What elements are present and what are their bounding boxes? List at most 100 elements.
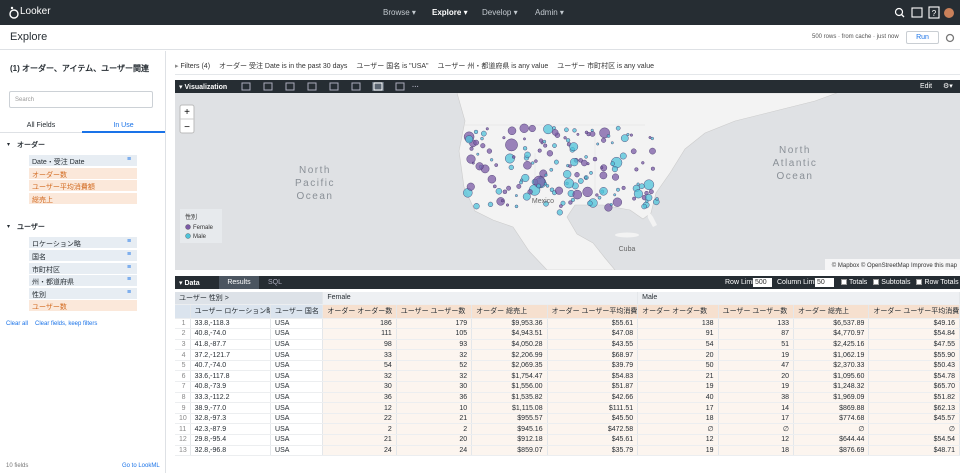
filter-icon[interactable]: ≡ xyxy=(127,156,132,163)
group-toggle: ▾ xyxy=(7,142,11,148)
cell: 32 xyxy=(322,370,397,383)
field[interactable]: ロケーション略 xyxy=(29,237,137,249)
cell: 19 xyxy=(718,349,795,361)
attribution[interactable]: © Mapbox © OpenStreetMap Improve this ma… xyxy=(832,262,958,269)
cell: USA xyxy=(270,370,324,383)
cell: 24 xyxy=(322,445,397,457)
cell: 38 xyxy=(718,392,795,404)
map-point xyxy=(564,127,569,133)
zoom-control[interactable]: +− xyxy=(179,104,195,134)
map-point xyxy=(487,174,497,184)
results-tab[interactable]: Results xyxy=(219,276,259,289)
cell: $51.82 xyxy=(868,392,960,404)
map-point xyxy=(599,171,608,180)
filter-icon[interactable]: ≡ xyxy=(127,276,132,284)
field[interactable]: ユーザー数 xyxy=(29,300,137,312)
data-row: 5 40.7,-74.0 USA 54 52 $2,069.35 $39.79 50 47 $2,… xyxy=(175,360,960,372)
viz-type-icons[interactable]: ··· xyxy=(240,82,425,91)
map-point xyxy=(555,186,564,195)
field-tab[interactable]: In Use xyxy=(82,117,165,133)
field[interactable]: 州・都道府県 xyxy=(29,275,137,287)
filter-icon[interactable]: ≡ xyxy=(127,263,132,271)
map-point xyxy=(543,182,548,186)
cell: $42.66 xyxy=(547,392,639,404)
pivot-value: Male xyxy=(637,292,960,305)
measure-header[interactable]: オーダー ユーザー平均消費額 xyxy=(547,304,639,319)
place-label: Cuba xyxy=(619,246,636,253)
map-point xyxy=(500,199,504,203)
row-number: 8 xyxy=(175,392,191,404)
cell: 37.2,-121.7 xyxy=(190,349,272,361)
run-button[interactable]: Run xyxy=(906,31,939,44)
cell: $2,069.35 xyxy=(471,360,548,372)
settings-icon[interactable] xyxy=(945,33,955,43)
map-point xyxy=(610,141,614,145)
map-point xyxy=(545,184,550,188)
sql-tab[interactable]: SQL xyxy=(268,279,283,286)
map-point xyxy=(655,197,659,201)
field[interactable]: オーダー数 xyxy=(29,167,137,179)
group-name[interactable]: ユーザー xyxy=(17,224,45,232)
checkbox[interactable] xyxy=(873,279,880,286)
cell: $54.54 xyxy=(868,434,960,446)
clear-all[interactable]: Clear all xyxy=(6,321,29,327)
map-point xyxy=(527,189,533,195)
group-name[interactable]: オーダー xyxy=(17,142,45,149)
nav-item[interactable]: Develop ▾ xyxy=(482,8,518,17)
map-point xyxy=(506,203,510,207)
cell: $1,248.32 xyxy=(793,381,870,393)
lookml-link[interactable]: Go to LookML xyxy=(122,463,160,469)
field-tab[interactable]: All Fields xyxy=(0,117,82,133)
field[interactable]: 市町村区 xyxy=(29,262,137,274)
nav-item[interactable]: Explore ▾ xyxy=(432,8,468,17)
cell: $54.78 xyxy=(868,370,960,383)
dimension-header[interactable]: ユーザー ロケーション略 xyxy=(190,304,272,319)
cell: $4,770.97 xyxy=(793,328,870,340)
filter-chip[interactable]: ユーザー 州・都道府県 is any value xyxy=(437,63,549,70)
data-bar: ▾ Data Results SQL Row Limit 500 Column … xyxy=(175,276,960,289)
brand[interactable]: Looker xyxy=(20,6,51,17)
map-point xyxy=(612,197,623,207)
filter-icon[interactable]: ≡ xyxy=(127,251,132,258)
field[interactable]: Date・受注 Date xyxy=(29,155,137,166)
filters-bar[interactable]: ▸ Filters (4) オーダー 受注 Date is in the past… xyxy=(175,61,960,75)
column-limit-input[interactable]: 50 xyxy=(815,278,834,287)
measure-header[interactable]: オーダー オーダー数 xyxy=(637,304,719,319)
nav-item[interactable]: Admin ▾ xyxy=(535,8,564,17)
measure-header[interactable]: オーダー オーダー数 xyxy=(322,304,397,319)
filter-icon[interactable]: ≡ xyxy=(127,288,132,296)
field[interactable]: 国名 xyxy=(29,250,137,261)
filter-chip[interactable]: ユーザー 市町村区 is any value xyxy=(557,63,654,70)
clear-fields[interactable]: Clear fields, keep filters xyxy=(35,321,98,327)
cell: $1,754.47 xyxy=(471,370,548,383)
viz-gear[interactable]: ⚙▾ xyxy=(943,83,953,90)
filter-chip[interactable]: ユーザー 国名 is "USA" xyxy=(356,63,429,70)
checkbox[interactable] xyxy=(841,279,847,286)
filter-chip[interactable]: オーダー 受注 Date is in the past 30 days xyxy=(219,63,348,70)
cell: 91 xyxy=(637,328,719,340)
cell: $2,370.33 xyxy=(793,360,870,372)
nav-item[interactable]: Browse ▾ xyxy=(383,8,416,17)
field[interactable]: ユーザー平均消費額 xyxy=(29,180,137,192)
field[interactable]: 総売上 xyxy=(29,192,137,204)
filter-icon[interactable]: ≡ xyxy=(127,238,132,246)
row-number: 13 xyxy=(175,445,191,457)
field[interactable]: 性別 xyxy=(29,287,137,299)
viz-bar: ▾ Visualization ··· Edit ⚙▾ xyxy=(175,80,960,93)
search-box[interactable]: Search xyxy=(9,91,153,108)
edit-button[interactable]: Edit xyxy=(920,83,933,90)
data-row: 9 38.9,-77.0 USA 12 10 $1,115.08 $111.51 17 14 $8… xyxy=(175,402,960,414)
measure-header[interactable]: ユーザー ユーザー数 xyxy=(718,304,795,319)
measure-header[interactable]: オーダー 総売上 xyxy=(471,304,548,319)
dimension-header[interactable]: ユーザー 国名 xyxy=(270,304,324,319)
measure-header[interactable]: オーダー ユーザー平均消費額 xyxy=(868,304,960,319)
cell: 111 xyxy=(322,328,397,340)
map-point xyxy=(563,136,567,140)
row-limit-input[interactable]: 500 xyxy=(753,278,772,287)
measure-header[interactable]: オーダー 総売上 xyxy=(793,304,870,319)
cell: 18 xyxy=(637,413,719,425)
measure-header[interactable]: ユーザー ユーザー数 xyxy=(396,304,473,319)
checkbox[interactable] xyxy=(916,279,923,286)
filters-label: Filters (4) xyxy=(180,63,211,70)
